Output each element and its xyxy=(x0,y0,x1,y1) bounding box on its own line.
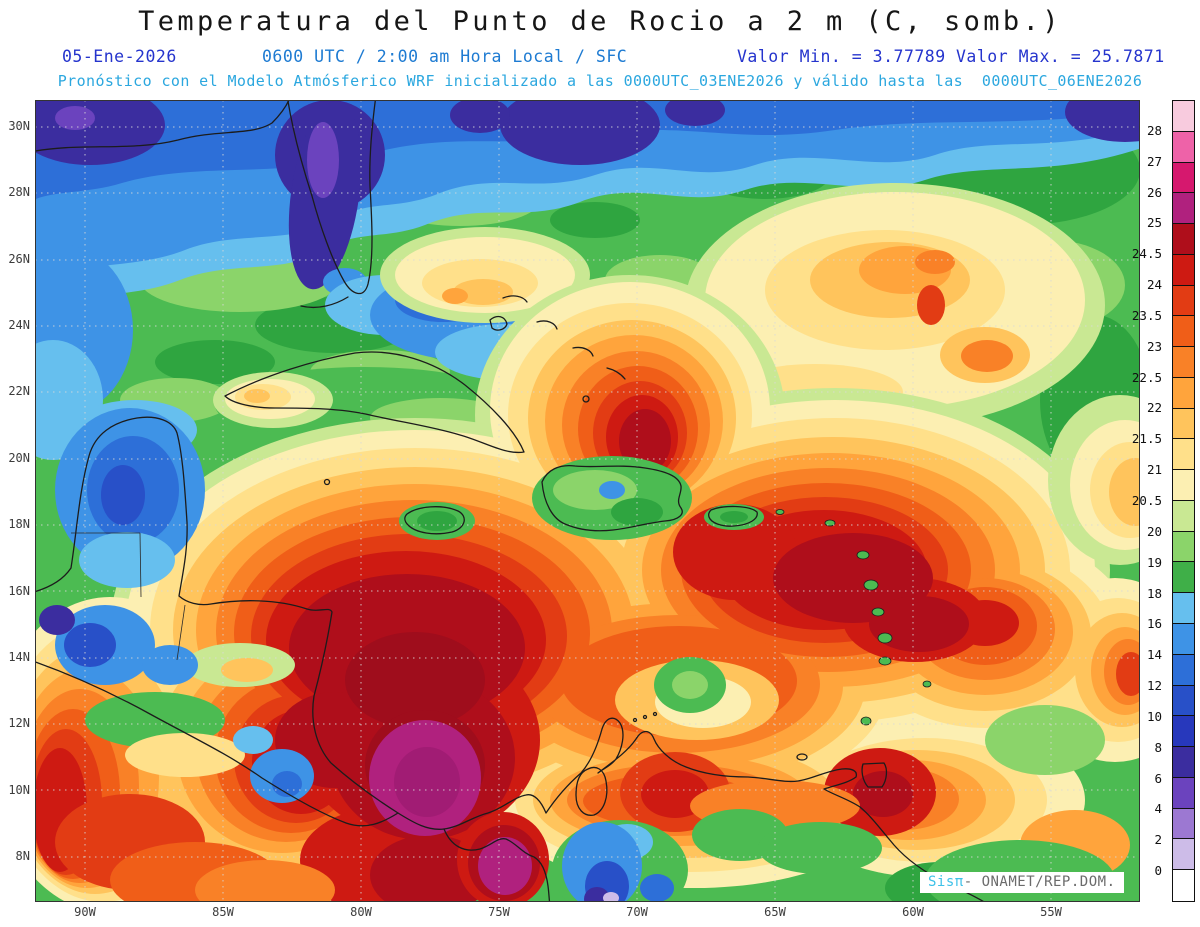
valid-time: 0600 UTC / 2:00 am Hora Local / SFC xyxy=(262,47,628,66)
map-area: Sisπ- ONAMET/REP.DOM. xyxy=(0,82,1197,920)
coastlines xyxy=(29,94,987,907)
colorbar-tick-12: 12 xyxy=(1146,678,1162,694)
colorbar-cell-23 xyxy=(1173,808,1194,840)
lat-tick-10N: 10N xyxy=(8,782,30,797)
colorbar-cell-7 xyxy=(1173,316,1194,348)
political-borders xyxy=(71,532,186,661)
watermark-org: ONAMET/REP.DOM. xyxy=(981,874,1116,890)
colorbar-tick-10: 10 xyxy=(1146,708,1162,724)
colorbar-cell-15 xyxy=(1173,562,1194,594)
colorbar-cell-2 xyxy=(1173,162,1194,194)
colorbar-cell-10 xyxy=(1173,408,1194,440)
watermark-separator: - xyxy=(963,874,982,890)
colorbar-cell-21 xyxy=(1173,747,1194,778)
lat-tick-18N: 18N xyxy=(8,517,30,532)
lat-tick-8N: 8N xyxy=(15,848,30,863)
value-min-label: Valor Min. = 3.77789 xyxy=(737,47,946,66)
colorbar-tick-19: 19 xyxy=(1146,554,1162,570)
colorbar-tick-8: 8 xyxy=(1154,739,1162,755)
colorbar-tick-14: 14 xyxy=(1146,647,1162,663)
colorbar-cell-19 xyxy=(1173,685,1194,717)
lat-axis: 30N 28N 26N 24N 22N 20N 18N 16N 14N 12N 10N 8N xyxy=(0,100,33,902)
colorbar-tick-24.5: 24.5 xyxy=(1131,246,1162,262)
colorbar-tick-23.5: 23.5 xyxy=(1131,307,1162,323)
lat-tick-26N: 26N xyxy=(8,251,30,266)
lat-tick-30N: 30N xyxy=(8,119,30,133)
lat-tick-28N: 28N xyxy=(8,185,30,200)
colorbar-cell-17 xyxy=(1173,624,1194,655)
model-info-line: Pronóstico con el Modelo Atmósferico WRF… xyxy=(57,72,1143,90)
lat-tick-22N: 22N xyxy=(8,384,30,399)
lat-tick-20N: 20N xyxy=(8,450,30,465)
colorbar-tick-20.5: 20.5 xyxy=(1131,493,1162,508)
lon-tick-70W: 70W xyxy=(626,905,648,919)
lon-tick-65W: 65W xyxy=(764,905,786,919)
chart-title: Temperatura del Punto de Rocio a 2 m (C,… xyxy=(138,6,1062,37)
colorbar-cell-18 xyxy=(1173,654,1194,686)
colorbar-cell-22 xyxy=(1173,777,1194,809)
colorbar xyxy=(1172,100,1195,902)
colorbar-tick-22.5: 22.5 xyxy=(1131,369,1162,385)
lat-tick-12N: 12N xyxy=(8,716,30,731)
colorbar-tick-2: 2 xyxy=(1154,832,1162,848)
colorbar-tick-28: 28 xyxy=(1146,122,1162,138)
colorbar-cell-8 xyxy=(1173,347,1194,378)
watermark: Sisπ- ONAMET/REP.DOM. xyxy=(920,872,1124,893)
lat-tick-14N: 14N xyxy=(8,649,30,664)
dewpoint-field-map xyxy=(0,82,1197,920)
lon-tick-80W: 80W xyxy=(350,905,372,919)
colorbar-tick-21: 21 xyxy=(1146,462,1162,478)
map-frame xyxy=(35,100,1140,902)
colorbar-tick-27: 27 xyxy=(1146,153,1162,169)
temperature-field xyxy=(0,82,1197,920)
lat-tick-24N: 24N xyxy=(8,318,30,333)
colorbar-cell-14 xyxy=(1173,531,1194,563)
colorbar-tick-18: 18 xyxy=(1146,585,1162,601)
colorbar-tick-23: 23 xyxy=(1146,338,1162,354)
colorbar-cell-0 xyxy=(1173,101,1194,132)
lon-tick-90W: 90W xyxy=(74,905,96,919)
valid-date: 05-Ene-2026 xyxy=(62,47,177,66)
lon-tick-85W: 85W xyxy=(212,905,234,919)
colorbar-cell-24 xyxy=(1173,839,1194,871)
colorbar-cell-3 xyxy=(1173,193,1194,225)
watermark-brand: Sisπ xyxy=(928,874,964,890)
colorbar-cell-1 xyxy=(1173,131,1194,163)
colorbar-tick-4: 4 xyxy=(1154,801,1162,817)
colorbar-tick-26: 26 xyxy=(1146,184,1162,200)
lon-axis: 90W 85W 80W 75W 70W 65W 60W 55W xyxy=(35,905,1140,923)
colorbar-tick-24: 24 xyxy=(1146,277,1162,293)
colorbar-cell-4 xyxy=(1173,224,1194,255)
colorbar-tick-0: 0 xyxy=(1154,863,1162,879)
lon-tick-55W: 55W xyxy=(1040,905,1062,919)
colorbar-tick-6: 6 xyxy=(1154,770,1162,786)
lon-tick-60W: 60W xyxy=(902,905,924,919)
lat-tick-16N: 16N xyxy=(8,583,30,598)
colorbar-tick-20: 20 xyxy=(1146,523,1162,539)
colorbar-cell-13 xyxy=(1173,500,1194,532)
colorbar-cell-25 xyxy=(1173,870,1194,901)
graticule-gridlines xyxy=(35,100,1140,902)
lon-tick-75W: 75W xyxy=(488,905,510,919)
colorbar-tick-22: 22 xyxy=(1146,400,1162,416)
colorbar-tick-16: 16 xyxy=(1146,616,1162,632)
colorbar-cell-6 xyxy=(1173,285,1194,317)
colorbar-cell-16 xyxy=(1173,593,1194,625)
value-max-label: Valor Max. = 25.7871 xyxy=(956,47,1165,66)
colorbar-cell-5 xyxy=(1173,254,1194,286)
colorbar-cell-12 xyxy=(1173,470,1194,501)
colorbar-cell-20 xyxy=(1173,716,1194,748)
colorbar-cell-9 xyxy=(1173,377,1194,409)
colorbar-cell-11 xyxy=(1173,439,1194,471)
colorbar-tick-21.5: 21.5 xyxy=(1131,431,1162,447)
colorbar-tick-labels: 28 27 26 25 24.5 24 23.5 23 22.5 22 21.5 21 20.5 20 19… xyxy=(1098,100,1168,902)
lesser-antilles-islands xyxy=(775,509,932,726)
colorbar-tick-25: 25 xyxy=(1146,215,1162,231)
